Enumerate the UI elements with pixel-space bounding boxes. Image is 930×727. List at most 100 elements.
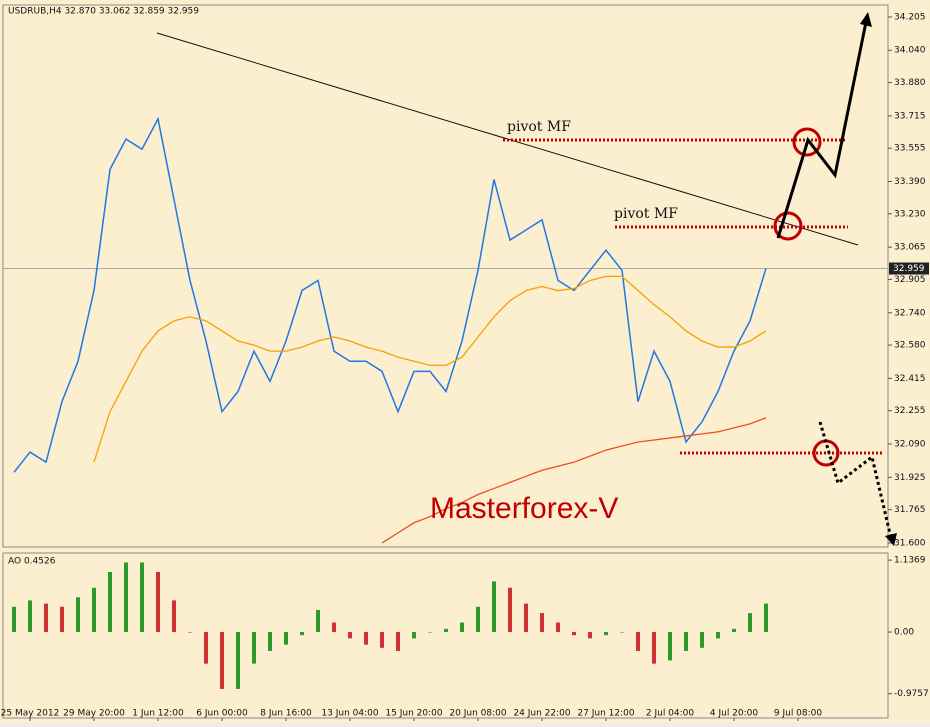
circle — [773, 211, 803, 241]
ao-bar — [732, 628, 736, 633]
ao-bar — [460, 622, 464, 633]
y-tick-label: 31.765 — [894, 505, 926, 515]
annotation: pivot MF — [614, 206, 678, 222]
x-tick-label: 24 Jun 22:00 — [513, 709, 570, 719]
ao-bar — [316, 609, 320, 633]
ao-title: AO 0.4526 — [8, 557, 56, 567]
x-tick-label: 6 Jun 00:00 — [196, 709, 248, 719]
y-tick-label: 32.580 — [894, 341, 926, 351]
ao-bar — [508, 587, 512, 633]
y-tick-label: 33.230 — [894, 209, 926, 219]
x-tick-label: 2 Jul 04:00 — [646, 709, 695, 719]
ao-bar — [108, 571, 112, 633]
ao-bar — [636, 632, 640, 651]
circle — [792, 127, 822, 157]
ao-bar — [476, 606, 480, 633]
y-tick-label: 32.255 — [894, 406, 926, 416]
series-line — [13, 116, 767, 473]
y-tick-label: 33.555 — [894, 144, 926, 154]
y-tick-label: 32.740 — [894, 308, 926, 318]
ao-panel — [2, 552, 889, 719]
ao-bar — [156, 571, 160, 633]
ao-bar — [620, 632, 624, 633]
ao-bar — [588, 632, 592, 639]
ao-bar — [28, 600, 32, 633]
x-tick-label: 9 Jul 08:00 — [774, 709, 823, 719]
ao-bar — [716, 632, 720, 639]
x-tick-label: 15 Jun 20:00 — [385, 709, 442, 719]
annotation: pivot MF — [507, 119, 571, 135]
y-tick-label: 33.390 — [894, 177, 926, 187]
y-tick-label: 31.925 — [894, 473, 926, 483]
ao-bar — [44, 603, 48, 633]
x-tick-label: 27 Jun 12:00 — [577, 709, 634, 719]
ao-bar — [204, 632, 208, 664]
ao-bar — [12, 606, 16, 633]
ao-bar — [124, 562, 128, 633]
ao-bar — [140, 562, 144, 633]
ao-bar — [92, 587, 96, 633]
ao-bar — [188, 632, 192, 633]
ao-bar — [76, 597, 80, 633]
ao-bar — [540, 613, 544, 633]
y-tick-label: 34.205 — [894, 12, 926, 22]
series-line — [381, 417, 767, 544]
ao-bar — [572, 632, 576, 636]
arrow-head — [885, 533, 897, 546]
last-price-box — [889, 262, 929, 275]
x-tick-label: 20 Jun 08:00 — [449, 709, 506, 719]
chart-title: USDRUB,H4 32.870 33.062 32.859 32.959 — [8, 7, 199, 17]
y-tick-label: 34.040 — [894, 46, 926, 56]
ao-bar — [380, 632, 384, 648]
y-tick-label: 32.905 — [894, 275, 926, 285]
ao-bar — [428, 632, 432, 633]
x-tick-label: 4 Jul 20:00 — [710, 709, 759, 719]
ao-bar — [764, 603, 768, 633]
arrow-head — [860, 12, 872, 27]
ao-bar — [604, 632, 608, 636]
up-arrow — [776, 21, 868, 239]
ao-bar — [252, 632, 256, 664]
y-tick-label: 0.00 — [894, 628, 914, 638]
x-tick-label: 29 May 20:00 — [63, 709, 125, 719]
y-tick-label: 32.415 — [894, 374, 926, 384]
ao-bar — [300, 632, 304, 636]
ao-bar — [412, 632, 416, 639]
ao-bar — [524, 603, 528, 633]
ao-bar — [284, 632, 288, 645]
ao-bar — [60, 606, 64, 633]
y-tick-label: -0.9757 — [894, 689, 929, 699]
ao-bar — [556, 622, 560, 633]
y-tick-label: 33.715 — [894, 111, 926, 121]
ao-bar — [332, 622, 336, 633]
marks: 34.205 34.040 33.880 33.715 33.555 33.390 33.2… — [1, 12, 929, 721]
x-tick-label: 8 Jun 16:00 — [260, 709, 312, 719]
x-tick-label: 25 May 2012 — [1, 709, 60, 719]
watermark: Masterforex-V — [430, 492, 618, 525]
ao-bar — [364, 632, 368, 645]
pivot-lines — [503, 138, 883, 455]
ao-bar — [444, 628, 448, 633]
ao-bar — [172, 600, 176, 633]
x-tick-label: 1 Jun 12:00 — [132, 709, 184, 719]
y-tick-label: 33.880 — [894, 78, 926, 88]
ao-bar — [220, 632, 224, 689]
main-panel — [2, 4, 889, 548]
ao-bar — [396, 632, 400, 651]
y-tick-label: 33.065 — [894, 243, 926, 253]
ao-bar — [684, 632, 688, 651]
y-tick-label: 32.090 — [894, 440, 926, 450]
ao-bar — [748, 613, 752, 633]
ao-bar — [652, 632, 656, 664]
y-tick-label: 1.1369 — [894, 556, 926, 566]
last-price-label: 32.959 — [893, 264, 925, 274]
down-arrow — [818, 421, 893, 539]
y-tick-label: 31.600 — [894, 538, 926, 548]
x-tick-label: 13 Jun 04:00 — [321, 709, 378, 719]
ao-bar — [668, 632, 672, 661]
series-line — [93, 275, 767, 463]
ao-bar — [492, 581, 496, 633]
ao-bar — [268, 632, 272, 651]
